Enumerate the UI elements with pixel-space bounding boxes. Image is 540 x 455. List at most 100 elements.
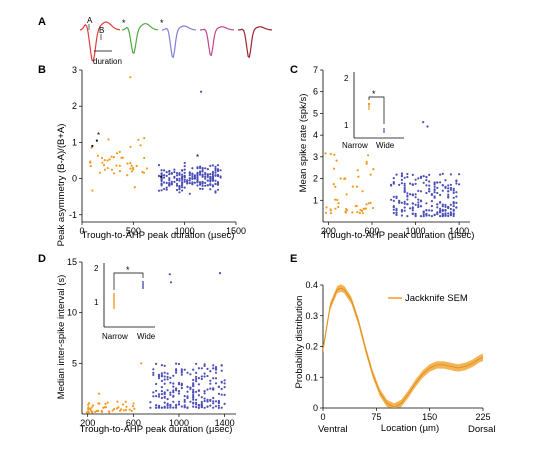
- panel-c-wide-point: [403, 182, 406, 185]
- panel-b-wide-point: [196, 167, 199, 170]
- panel-c-wide-point: [403, 200, 406, 203]
- panel-d-wide-point: [152, 371, 155, 374]
- panel-d-wide-point: [160, 406, 163, 409]
- panel-c-narrow-point: [345, 208, 348, 211]
- panel-c-wide-point: [411, 173, 414, 176]
- panel-d-wide-point: [163, 371, 166, 374]
- panel-d-narrow-point: [130, 409, 133, 413]
- panel-d-wide-point: [177, 400, 181, 403]
- panel-b-wide-point: [181, 178, 184, 181]
- panel-c-xtick-label: 600: [364, 226, 379, 236]
- panel-c-wide-point: [392, 208, 395, 211]
- panel-d-wide-point: [223, 382, 226, 385]
- panel-d-wide-point: [206, 398, 209, 401]
- panel-d-wide-point: [177, 392, 181, 395]
- panel-b-wide-point: [200, 90, 203, 93]
- panel-d-wide-point: [192, 391, 195, 394]
- panel-d-inset-narrow-label: Narrow: [102, 332, 128, 341]
- panel-b-label: B: [38, 64, 46, 76]
- panel-d-wide-point: [214, 366, 218, 369]
- panel-c-wide-point: [409, 182, 412, 185]
- panel-d-wide-point: [217, 406, 220, 409]
- panel-c-wide-point: [395, 213, 398, 216]
- panel-c-xlabel: Trough-to-AHP peak duration (µsec): [322, 230, 475, 241]
- panel-b-wide-point: [163, 181, 166, 184]
- panel-b-black-point: [91, 144, 94, 148]
- panel-c-wide-point: [409, 193, 412, 196]
- panel-d-wide-point: [220, 380, 223, 383]
- panel-d-inset: 2 1 * Narrow Wide: [94, 263, 156, 341]
- panel-b-wide-point: [219, 175, 222, 178]
- panel-b-ytick-label: 0: [72, 174, 77, 184]
- panel-c-xtick-label: 200: [321, 226, 336, 236]
- panel-d-wide-point: [186, 395, 189, 398]
- panel-c-wide-point: [425, 202, 428, 205]
- panel-b-wide-point: [183, 178, 186, 181]
- panel-d-wide-point: [195, 377, 198, 381]
- panel-d-wide-point: [197, 377, 200, 380]
- panel-c-wide-point: [417, 177, 420, 180]
- panel-c-points: [324, 121, 461, 218]
- panel-b-narrow-point: [100, 156, 104, 160]
- panel-b-wide-point: [214, 167, 217, 170]
- panel-b-narrow-point: [106, 159, 109, 162]
- panel-b-wide-point: [204, 175, 207, 178]
- panel-c-wide-point: [433, 196, 436, 199]
- panel-b-wide-point: [178, 184, 181, 188]
- panel-b-wide-point: [196, 181, 199, 184]
- panel-c-narrow-point: [329, 152, 332, 156]
- panel-b-wide-point: [178, 186, 181, 189]
- panel-d-wide-point: [192, 368, 195, 371]
- panel-b-narrow-point: [118, 150, 121, 153]
- panel-b-wide-point: [199, 187, 202, 190]
- panel-b-wide-point: [181, 173, 184, 176]
- panel-d-wide-point: [209, 379, 212, 382]
- panel-d-wide-point: [160, 396, 163, 400]
- panel-d-wide-point: [195, 362, 198, 365]
- panel-d-wide-point: [163, 392, 166, 396]
- panel-c-wide-point: [419, 190, 423, 193]
- panel-d-narrow-point: [98, 392, 101, 395]
- panel-d-wide-point: [197, 394, 200, 397]
- panel-d-narrow-point: [132, 402, 135, 405]
- panel-c-inset-narrow-mean: [367, 102, 371, 106]
- panel-c-wide-point: [430, 209, 433, 212]
- panel-c-wide-point: [406, 192, 409, 195]
- panel-c-wide-point: [403, 206, 406, 209]
- panel-c-narrow-point: [357, 175, 360, 178]
- panel-d-wide-point: [166, 389, 169, 392]
- panel-d-narrow-point: [140, 362, 143, 365]
- panel-d-points: [85, 272, 226, 414]
- panel-c-wide-point: [390, 198, 393, 201]
- panel-d-wide-point: [183, 400, 186, 403]
- panel-d-wide-point: [223, 393, 226, 396]
- panel-d-narrow-point: [92, 404, 95, 407]
- panel-d-wide-point: [212, 406, 215, 409]
- panel-d-narrow-point: [87, 403, 90, 406]
- panel-c-wide-point: [433, 185, 436, 188]
- panel-c-wide-point: [447, 212, 450, 215]
- panel-d-wide-point: [192, 382, 195, 385]
- panel-b-wide-point: [191, 175, 194, 178]
- panel-e-dorsal-label: Dorsal: [468, 424, 495, 435]
- panel-b-wide-point: [196, 173, 199, 176]
- panel-c-narrow-point: [339, 177, 342, 180]
- panel-d-wide-point: [197, 403, 200, 407]
- panel-c-wide-point: [403, 184, 406, 187]
- panel-c-narrow-point: [356, 169, 359, 172]
- panel-c-wide-point: [455, 180, 458, 183]
- panel-b-black-point: [95, 139, 98, 142]
- panel-b-wide-point: [183, 168, 186, 171]
- panel-d-inset-wide-label: Wide: [137, 332, 156, 341]
- panel-c-wide-point: [441, 208, 444, 211]
- panel-c-wide-point: [403, 209, 406, 212]
- panel-b-narrow-point: [110, 168, 114, 171]
- panel-b-wide-point: [199, 170, 202, 173]
- panel-c-wide-point: [449, 211, 452, 214]
- panel-d-wide-point: [169, 391, 172, 394]
- panel-d-wide-point: [160, 379, 163, 382]
- panel-b-wide-point: [163, 174, 166, 177]
- waveform-star-blue: *: [160, 18, 164, 28]
- panel-c-wide-point: [436, 212, 439, 215]
- panel-c-wide-point: [400, 174, 403, 177]
